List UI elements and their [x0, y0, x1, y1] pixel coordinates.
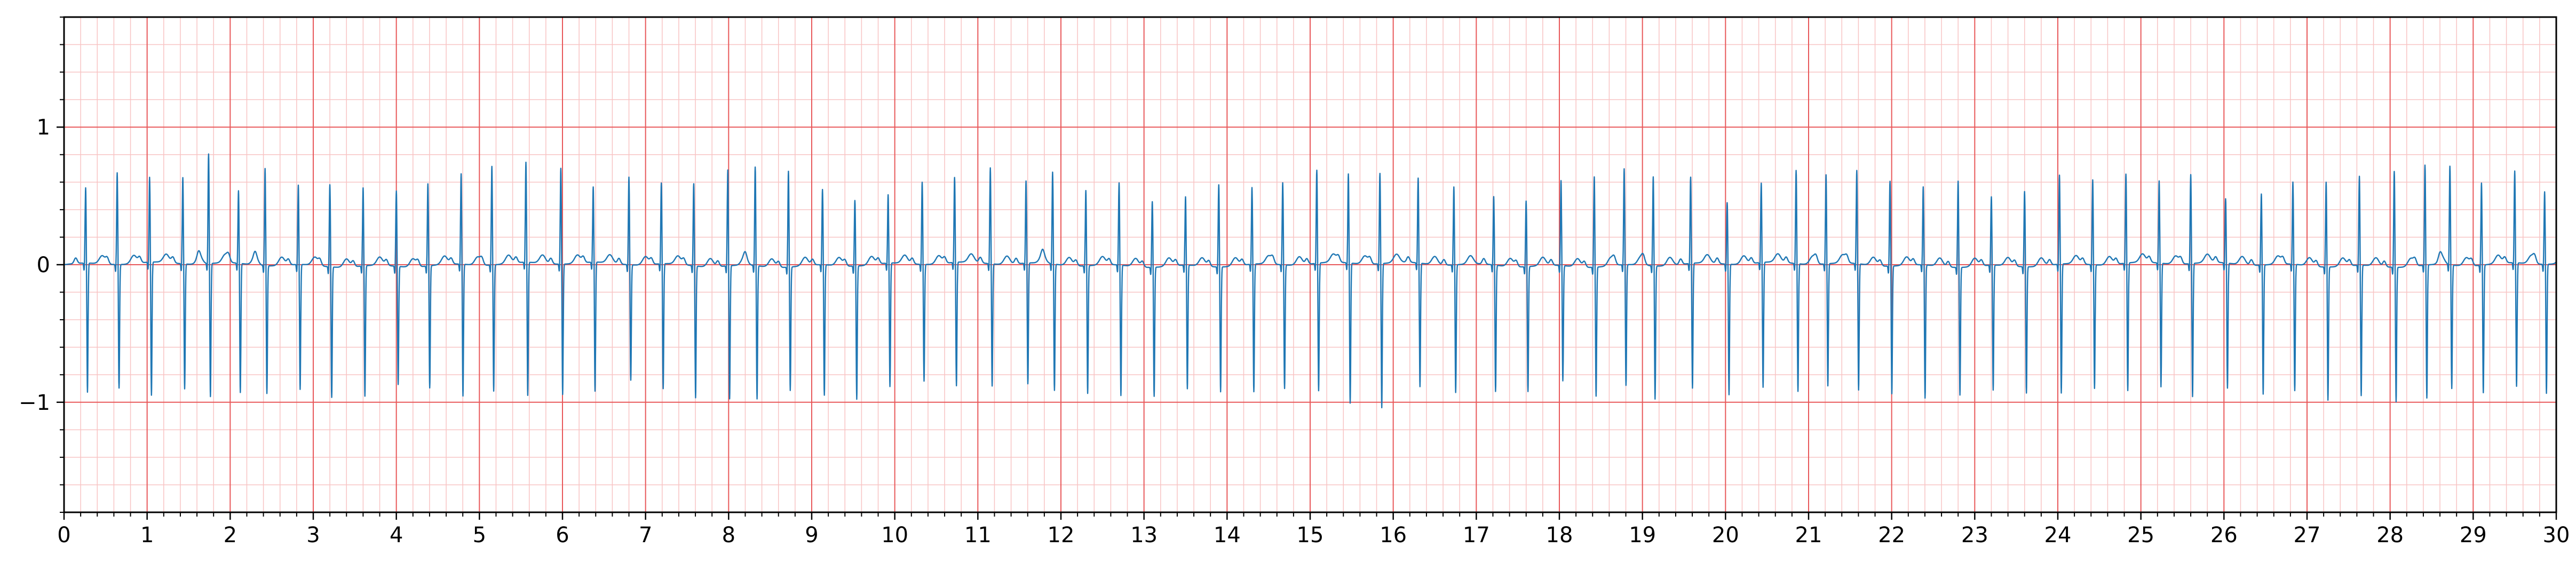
x-tick-label: 19	[1629, 523, 1656, 548]
axis-ticks	[57, 17, 2557, 520]
x-tick-label: 30	[2543, 523, 2570, 548]
r-peak-point	[1652, 174, 1654, 176]
x-tick-label: 3	[306, 523, 320, 548]
x-tick-label: 0	[57, 523, 70, 548]
r-peak-point	[1151, 197, 1153, 200]
s-trough-point	[1349, 404, 1351, 406]
r-peak-point	[754, 164, 756, 166]
y-axis-tick-labels: −1 0 1	[19, 115, 50, 415]
ecg-signal-trace	[64, 153, 2557, 409]
x-tick-label: 26	[2210, 523, 2238, 548]
x-tick-label: 16	[1380, 523, 1407, 548]
r-peak-point	[2325, 178, 2327, 180]
x-tick-label: 6	[556, 523, 569, 548]
x-tick-label: 29	[2460, 523, 2487, 548]
x-tick-label: 9	[805, 523, 818, 548]
s-trough-point	[2127, 392, 2129, 394]
r-peak-point	[264, 166, 266, 168]
x-tick-label: 11	[964, 523, 992, 548]
x-tick-label: 27	[2294, 523, 2321, 548]
r-peak-point	[1593, 173, 1595, 175]
x-tick-label: 17	[1463, 523, 1490, 548]
x-tick-label: 23	[1961, 523, 1988, 548]
s-trough-point	[1318, 392, 1320, 394]
x-tick-label: 25	[2127, 523, 2154, 548]
x-tick-label: 12	[1048, 523, 1075, 548]
r-peak-point	[787, 168, 789, 170]
y-tick-label: −1	[19, 391, 50, 415]
y-tick-label: 1	[37, 115, 50, 140]
x-tick-label: 1	[140, 523, 154, 548]
s-trough-point	[86, 393, 89, 395]
s-trough-point	[1762, 389, 1764, 391]
r-peak-point	[1085, 188, 1087, 190]
x-tick-label: 4	[390, 523, 403, 548]
s-trough-point	[2226, 389, 2229, 391]
x-tick-label: 28	[2376, 523, 2404, 548]
x-tick-label: 10	[881, 523, 908, 548]
x-tick-label: 2	[224, 523, 237, 548]
s-trough-point	[2516, 387, 2518, 390]
x-tick-label: 22	[1878, 523, 1905, 548]
s-trough-point	[239, 393, 241, 395]
x-tick-label: 13	[1130, 523, 1158, 548]
r-peak-point	[854, 197, 856, 200]
x-tick-label: 15	[1297, 523, 1324, 548]
s-trough-point	[1381, 408, 1383, 410]
x-tick-label: 5	[473, 523, 486, 548]
r-peak-point	[1889, 178, 1891, 180]
x-tick-label: 18	[1546, 523, 1573, 548]
s-trough-point	[2191, 397, 2193, 399]
s-trough-point	[209, 397, 211, 399]
s-trough-point	[1419, 387, 1421, 390]
s-trough-point	[889, 387, 891, 390]
y-tick-label: 0	[37, 253, 50, 277]
s-trough-point	[955, 387, 957, 390]
x-tick-label: 7	[639, 523, 652, 548]
s-trough-point	[2160, 387, 2162, 390]
s-trough-point	[527, 397, 529, 399]
s-trough-point	[150, 397, 153, 399]
r-peak-point	[2393, 168, 2395, 170]
x-tick-label: 20	[1712, 523, 1739, 548]
x-tick-label: 14	[1214, 523, 1241, 548]
x-tick-label: 8	[722, 523, 735, 548]
x-tick-label: 21	[1795, 523, 1822, 548]
x-axis-tick-labels: 0 1 2 3 4 5 6 7 8 9 10 11 12 13 14 15 16 17 18 19 20 21 22 23 24…	[57, 523, 2570, 548]
x-tick-label: 24	[2044, 523, 2072, 548]
